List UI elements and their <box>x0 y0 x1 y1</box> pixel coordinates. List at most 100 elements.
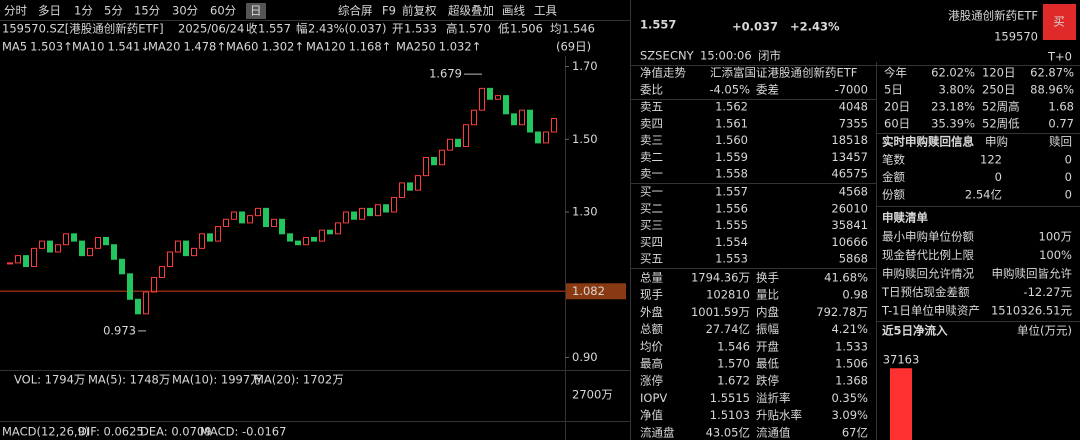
candle <box>463 124 469 148</box>
y-tick-label: 1.30 <box>572 205 598 219</box>
buy-button[interactable]: 买 <box>1053 15 1065 29</box>
stat-value: 1.533 <box>835 339 868 353</box>
period-tab[interactable]: 60分 <box>210 4 237 18</box>
candle <box>479 87 485 111</box>
candle <box>55 244 61 253</box>
period-tab[interactable]: 日 <box>250 4 262 18</box>
ma-value: 1.032↑ <box>439 40 482 54</box>
period-tab[interactable]: 5分 <box>104 4 123 18</box>
candle <box>143 291 149 315</box>
candle <box>159 266 165 278</box>
status-status: 闭市 <box>758 49 781 63</box>
candle <box>183 240 189 257</box>
sub-label: 笔数 <box>882 153 905 167</box>
stat-value: 1.570 <box>717 357 750 371</box>
stat-label: 涨停 <box>640 374 663 388</box>
period-tab[interactable]: 多日 <box>38 4 61 18</box>
tool-button[interactable]: F9 <box>382 4 396 18</box>
volume-text: MA(20): 1702万 <box>254 373 344 387</box>
perf-label: 52周高 <box>982 100 1020 114</box>
stat-value: 1001.59万 <box>691 305 750 319</box>
book-volume: 13457 <box>831 150 868 164</box>
book-level: 卖三 <box>640 133 663 147</box>
tool-button[interactable]: 前复权 <box>402 4 437 18</box>
change: +0.037 <box>732 20 778 34</box>
perf-label: 5日 <box>884 83 903 97</box>
candle <box>63 233 69 246</box>
security-code: 159570 <box>994 30 1038 44</box>
candle <box>71 233 77 242</box>
list-value: 100% <box>1039 248 1072 262</box>
nav-text: 汇添富国证港股通创新药ETF <box>710 66 857 80</box>
date: 2025/06/24 <box>178 22 244 36</box>
field-label: 低 <box>498 22 510 36</box>
perf-value: 62.02% <box>931 66 975 80</box>
stat-value: 1.5515 <box>710 391 750 405</box>
candle <box>15 255 21 264</box>
stat-label: 现手 <box>640 288 663 302</box>
stat-value: 0.98 <box>842 288 868 302</box>
perf-label: 20日 <box>884 100 910 114</box>
perf-value: 23.18% <box>931 100 975 114</box>
candle <box>311 236 317 242</box>
perf-value: 3.80% <box>938 83 975 97</box>
candle <box>431 156 437 166</box>
field-label: 收 <box>246 22 258 36</box>
candle <box>295 240 301 246</box>
book-volume: 4048 <box>839 100 868 114</box>
tool-button[interactable]: 综合屏 <box>338 4 373 18</box>
candle <box>375 204 381 217</box>
status-currency: CNY <box>670 49 695 63</box>
candle <box>487 87 493 100</box>
candle <box>535 131 541 144</box>
section-title: 申赎清单 <box>882 211 928 225</box>
book-level: 卖四 <box>640 116 663 130</box>
candle <box>39 240 45 249</box>
y-tick-label: 1.50 <box>572 132 598 146</box>
section-title: 实时申购赎回信息 <box>882 135 974 149</box>
candle <box>103 236 109 246</box>
candle <box>223 218 229 228</box>
candle <box>167 251 173 268</box>
candle <box>79 240 85 257</box>
candle <box>447 138 453 151</box>
stat-label: 量比 <box>756 288 779 302</box>
period-tab[interactable]: 15分 <box>134 4 161 18</box>
book-level: 买四 <box>640 235 663 249</box>
macd-text: MACD: -0.0167 <box>200 425 286 439</box>
period-tab[interactable]: 30分 <box>172 4 199 18</box>
stat-label: 外盘 <box>640 305 663 319</box>
status-time: 15:00:06 <box>700 49 752 63</box>
tool-button[interactable]: 工具 <box>534 4 557 18</box>
stat-value: 0.35% <box>831 391 868 405</box>
stat-label: 流通值 <box>756 425 791 439</box>
book-volume: 46575 <box>831 167 868 181</box>
book-price: 1.561 <box>715 116 748 130</box>
book-price: 1.555 <box>715 218 748 232</box>
flow-value: 37163 <box>883 353 920 367</box>
security-name: 港股通创新药ETF <box>948 9 1038 23</box>
candle <box>271 218 277 228</box>
candle <box>327 229 333 235</box>
tool-button[interactable]: 画线 <box>502 4 525 18</box>
flow-title: 近5日净流入 <box>882 324 948 338</box>
candle <box>135 298 141 315</box>
buy-button-bg[interactable] <box>1043 4 1076 40</box>
tool-button[interactable]: 超级叠加 <box>448 4 494 18</box>
stat-label: 流通盘 <box>640 425 675 439</box>
list-value: -12.27元 <box>1023 285 1072 299</box>
stat-label: 最高 <box>640 357 663 371</box>
field-label: 开 <box>392 22 404 36</box>
ma-label: MA60 <box>226 40 258 54</box>
candle <box>407 182 413 191</box>
candle <box>519 109 525 126</box>
candle <box>239 211 245 224</box>
stat-value: 41.68% <box>824 271 868 285</box>
book-volume: 18518 <box>831 133 868 147</box>
period-tab[interactable]: 分时 <box>4 4 27 18</box>
ratio-value: -7000 <box>835 83 868 97</box>
ma-label: MA20 <box>148 40 180 54</box>
low-label: 0.973 <box>103 323 136 337</box>
period-tab[interactable]: 1分 <box>74 4 93 18</box>
ma-label: MA250 <box>396 40 436 54</box>
